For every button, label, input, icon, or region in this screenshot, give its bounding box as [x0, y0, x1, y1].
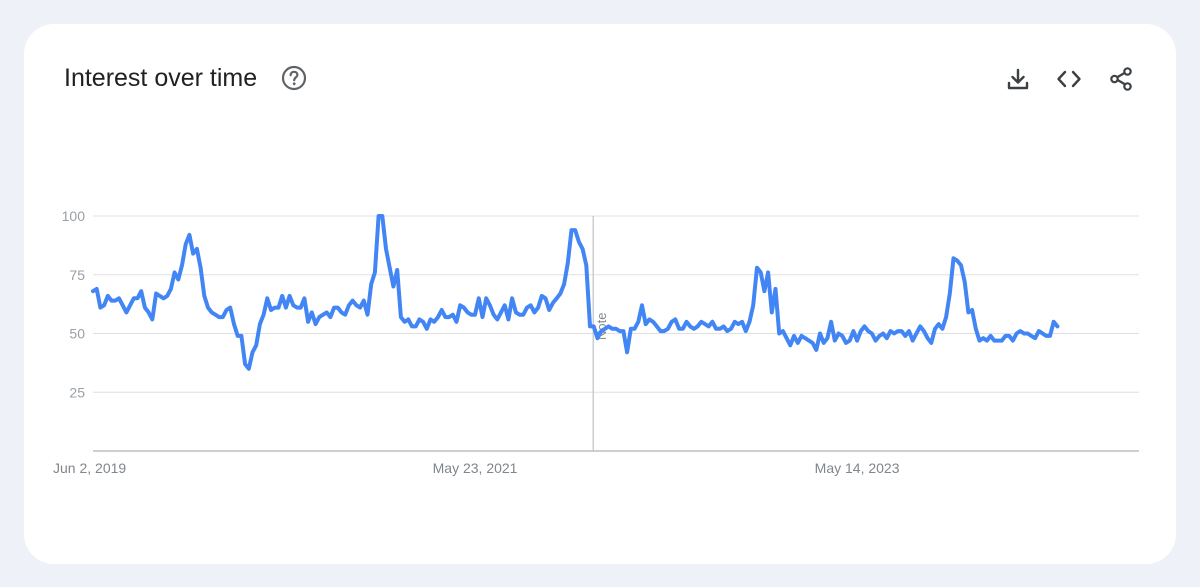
series-line[interactable] [91, 214, 1060, 371]
series-layer [91, 214, 1060, 371]
share-icon[interactable] [1108, 66, 1134, 92]
code-embed-icon[interactable] [1056, 66, 1082, 92]
y-tick-label: 50 [69, 326, 85, 342]
x-tick-label: Jun 2, 2019 [53, 460, 126, 476]
axis-labels: 25 50 75 100 Jun 2, 2019 May 23, 2021 May 14, … [53, 208, 900, 476]
interest-over-time-card: Interest over time Note 25 50 75 100 Jun 2, … [24, 24, 1176, 564]
gridlines [93, 215, 1139, 452]
y-tick-label: 100 [62, 208, 86, 224]
download-icon[interactable] [1005, 66, 1031, 92]
card-title: Interest over time [64, 64, 258, 92]
x-tick-label: May 14, 2023 [815, 460, 900, 476]
help-circle-icon[interactable] [281, 65, 307, 91]
y-tick-label: 75 [69, 267, 85, 283]
x-tick-label: May 23, 2021 [433, 460, 518, 476]
y-tick-label: 25 [69, 384, 85, 400]
